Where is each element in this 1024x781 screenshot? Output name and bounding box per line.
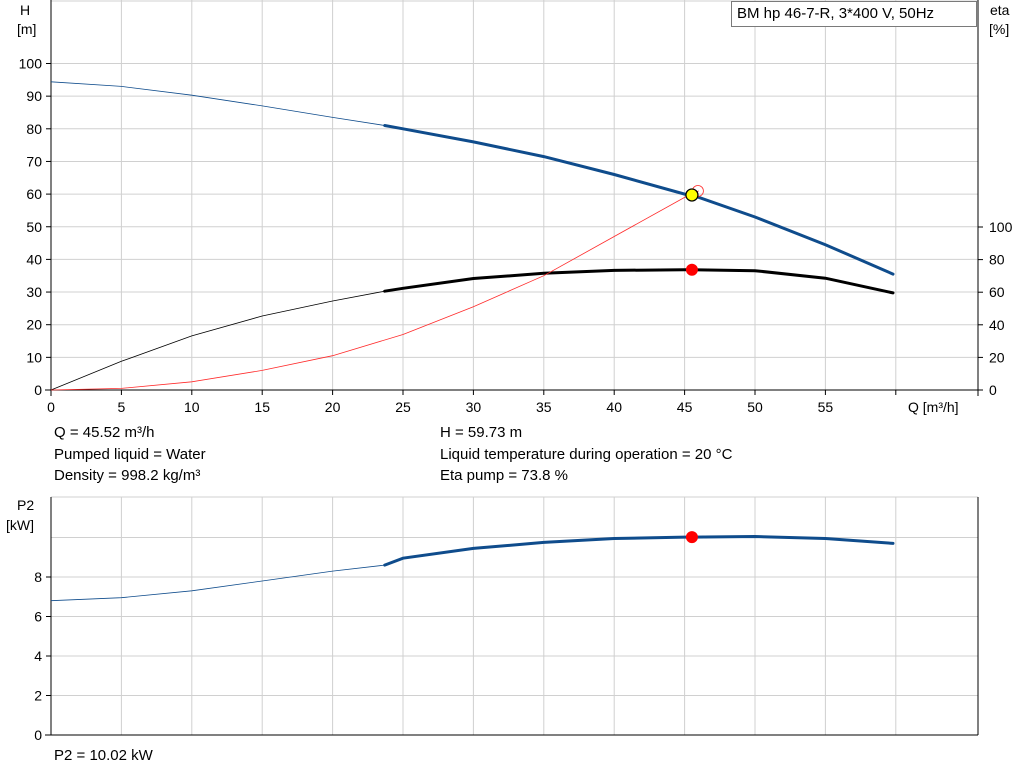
system-curve bbox=[50, 190, 699, 391]
power-curve-bold bbox=[383, 534, 895, 567]
eta-axis-label-unit: [%] bbox=[989, 21, 1009, 37]
y-tick-label: 20 bbox=[26, 317, 42, 333]
density-readout: Density = 998.2 kg/m³ bbox=[54, 467, 201, 484]
x-tick-label: 35 bbox=[536, 399, 552, 415]
y-tick-label: 0 bbox=[34, 382, 42, 398]
x-tick-label: 20 bbox=[325, 399, 341, 415]
x-tick-label: 45 bbox=[677, 399, 693, 415]
power-readout: P2 = 10.02 kW bbox=[54, 747, 153, 764]
eta-tick-label: 0 bbox=[989, 382, 997, 398]
pump-legend-label: BM hp 46-7-R, 3*400 V, 50Hz bbox=[737, 5, 935, 22]
flow-readout: Q = 45.52 m³/h bbox=[54, 424, 155, 441]
x-tick-label: 40 bbox=[606, 399, 622, 415]
head-readout: H = 59.73 m bbox=[440, 424, 523, 441]
y-tick-label: 90 bbox=[26, 88, 42, 104]
efficiency-curve-thin bbox=[50, 290, 385, 391]
power-tick-label: 6 bbox=[34, 609, 42, 625]
y-tick-label: 60 bbox=[26, 186, 42, 202]
power-axis-label-unit: [kW] bbox=[6, 517, 34, 533]
pump-legend: BM hp 46-7-R, 3*400 V, 50Hz bbox=[731, 1, 977, 27]
power-tick-label: 2 bbox=[34, 688, 42, 704]
power-chart-grid bbox=[50, 496, 978, 736]
y-tick-label: 100 bbox=[19, 56, 43, 72]
head-curve-thin bbox=[50, 81, 385, 126]
temperature-readout: Liquid temperature during operation = 20… bbox=[440, 446, 733, 463]
eta-readout: Eta pump = 73.8 % bbox=[440, 467, 568, 484]
eta-tick-label: 60 bbox=[989, 284, 1005, 300]
y-tick-label: 50 bbox=[26, 219, 42, 235]
tick-labels: 0 5 10 15 20 25 30 35 40 45 50 55010203040506070809… bbox=[19, 56, 1013, 744]
eta-tick-label: 40 bbox=[989, 317, 1005, 333]
x-tick-label: 15 bbox=[254, 399, 270, 415]
power-tick-label: 8 bbox=[34, 569, 42, 585]
y-tick-label: 30 bbox=[26, 284, 42, 300]
y-tick-label: 70 bbox=[26, 153, 42, 169]
head-axis-label-unit: [m] bbox=[17, 21, 36, 37]
eta-tick-label: 100 bbox=[989, 219, 1013, 235]
efficiency-curve-bold bbox=[383, 268, 895, 295]
x-tick-label: 50 bbox=[747, 399, 763, 415]
y-tick-label: 10 bbox=[26, 349, 42, 365]
x-tick-label: 0 bbox=[47, 399, 55, 415]
chart-curves bbox=[50, 81, 895, 602]
power-tick-label: 4 bbox=[34, 648, 42, 664]
head-chart-grid bbox=[50, 0, 978, 391]
chart-axes bbox=[45, 0, 983, 736]
duty-point-power bbox=[685, 531, 698, 544]
duty-points bbox=[685, 185, 704, 544]
power-tick-label: 0 bbox=[34, 727, 42, 743]
x-tick-label: 30 bbox=[466, 399, 482, 415]
eta-axis-label: eta bbox=[990, 2, 1010, 18]
power-axis-label: P2 bbox=[17, 497, 34, 513]
duty-point-head bbox=[685, 188, 699, 202]
head-axis-label-h: H bbox=[20, 2, 30, 18]
duty-point-eta bbox=[685, 263, 698, 276]
x-tick-label: 25 bbox=[395, 399, 411, 415]
eta-tick-label: 20 bbox=[989, 349, 1005, 365]
eta-tick-label: 80 bbox=[989, 252, 1005, 268]
y-tick-label: 40 bbox=[26, 251, 42, 267]
x-axis-label: Q [m³/h] bbox=[908, 399, 959, 415]
y-tick-label: 80 bbox=[26, 121, 42, 137]
pumped-liquid-readout: Pumped liquid = Water bbox=[54, 446, 206, 463]
power-curve-thin bbox=[50, 564, 385, 602]
x-tick-label: 5 bbox=[118, 399, 126, 415]
head-curve-bold bbox=[383, 124, 895, 276]
x-tick-label: 55 bbox=[818, 399, 834, 415]
x-tick-label: 10 bbox=[184, 399, 200, 415]
